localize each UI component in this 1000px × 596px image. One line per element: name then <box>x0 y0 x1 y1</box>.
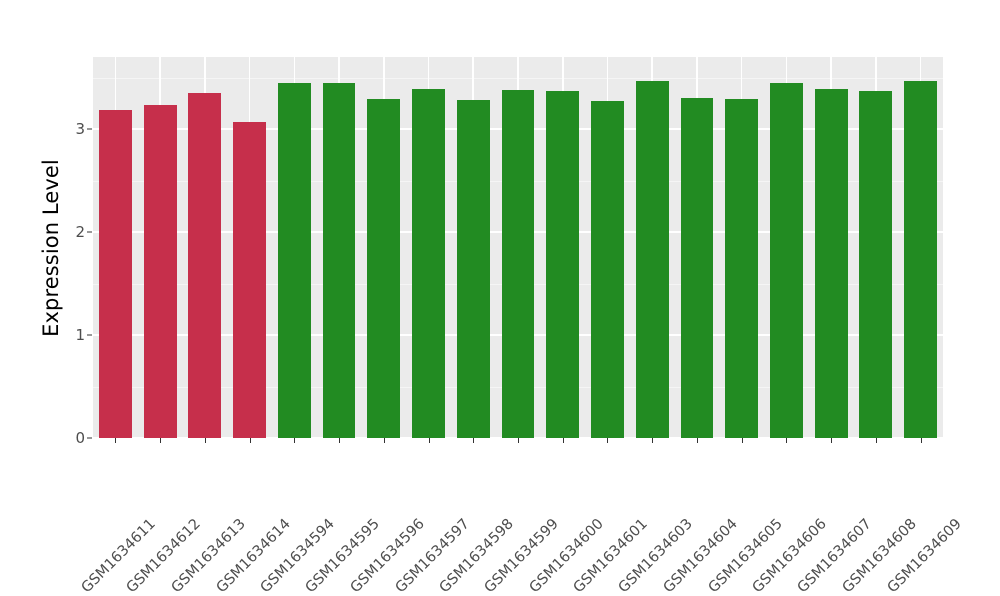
x-tick-mark <box>652 438 654 443</box>
x-tick-mark <box>339 438 341 443</box>
x-tick-mark <box>115 438 117 443</box>
x-tick-mark <box>920 438 922 443</box>
bar <box>546 90 580 438</box>
bar <box>635 80 669 438</box>
bar <box>814 88 848 438</box>
bar <box>412 88 445 438</box>
plot-panel <box>93 57 943 438</box>
x-tick-mark <box>607 438 609 443</box>
x-tick-mark <box>741 438 743 443</box>
bar <box>233 121 266 438</box>
bar <box>456 100 490 438</box>
x-tick-mark <box>473 438 475 443</box>
y-tick-mark <box>87 437 92 439</box>
bar <box>322 82 356 438</box>
bar <box>904 80 938 438</box>
y-tick-label: 0 <box>75 429 85 447</box>
x-tick-mark <box>204 438 206 443</box>
x-tick-label: GSM1634611 <box>79 447 228 596</box>
x-tick-mark <box>383 438 385 443</box>
x-tick-mark <box>428 438 430 443</box>
x-tick-mark <box>831 438 833 443</box>
x-tick-label-text: GSM1634611 <box>78 515 160 596</box>
bar <box>367 99 401 438</box>
bar <box>277 82 311 438</box>
bar <box>680 98 714 438</box>
bar <box>188 93 222 438</box>
x-tick-mark <box>160 438 162 443</box>
y-tick-label: 1 <box>75 326 85 345</box>
bar <box>859 90 893 438</box>
bar <box>591 101 624 438</box>
bar <box>98 109 132 438</box>
y-tick-label: 3 <box>75 120 85 139</box>
x-tick-mark <box>786 438 788 443</box>
bar <box>143 105 177 438</box>
x-tick-mark <box>875 438 877 443</box>
x-tick-mark <box>249 438 251 443</box>
x-tick-mark <box>696 438 698 443</box>
bar <box>769 82 803 438</box>
y-axis-tick-labels: 0 1 2 3 <box>60 0 85 580</box>
x-tick-mark <box>518 438 519 443</box>
y-tick-mark <box>87 231 92 233</box>
x-tick-mark <box>294 438 296 443</box>
x-tick-mark <box>562 438 564 443</box>
bar <box>725 99 759 438</box>
y-tick-label: 2 <box>75 223 85 242</box>
bar <box>501 89 535 438</box>
y-tick-mark <box>87 128 92 130</box>
y-tick-mark <box>87 334 92 336</box>
